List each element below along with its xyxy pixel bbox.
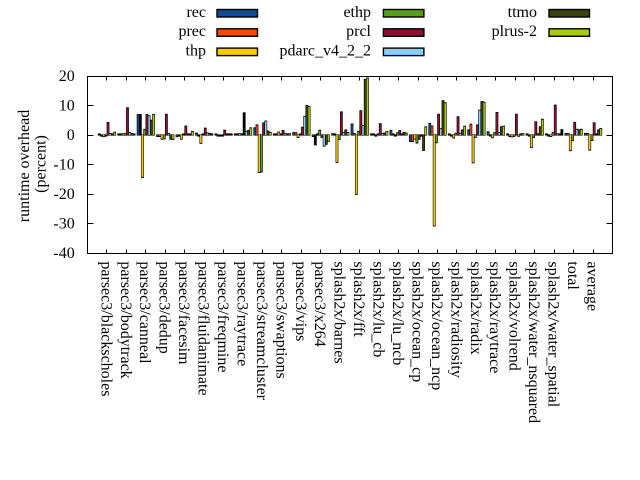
svg-text:parsec3/dedup: parsec3/dedup <box>156 261 173 353</box>
svg-text:parsec3/streamcluster: parsec3/streamcluster <box>253 261 270 400</box>
svg-text:rec: rec <box>186 4 206 21</box>
svg-text:average: average <box>583 261 600 311</box>
svg-text:splash2x/water_nsquared: splash2x/water_nsquared <box>525 261 542 423</box>
svg-text:parsec3/swaptions: parsec3/swaptions <box>272 261 289 378</box>
svg-text:splash2x/lu_cb: splash2x/lu_cb <box>370 261 387 357</box>
svg-text:ethp: ethp <box>343 4 371 21</box>
svg-text:splash2x/ocean_ncp: splash2x/ocean_ncp <box>428 261 445 390</box>
svg-text:splash2x/fft: splash2x/fft <box>350 261 367 337</box>
svg-text:0: 0 <box>67 127 75 144</box>
svg-text:splash2x/radix: splash2x/radix <box>467 261 484 354</box>
svg-text:splash2x/barnes: splash2x/barnes <box>331 261 348 363</box>
svg-text:parsec3/raytrace: parsec3/raytrace <box>233 261 250 366</box>
svg-text:splash2x/lu_ncb: splash2x/lu_ncb <box>389 261 406 365</box>
svg-text:prec: prec <box>178 23 206 40</box>
svg-text:prcl: prcl <box>346 23 371 40</box>
svg-text:-10: -10 <box>53 157 74 174</box>
svg-text:-30: -30 <box>53 216 74 233</box>
svg-text:(percent): (percent) <box>33 135 50 193</box>
svg-text:20: 20 <box>59 68 75 85</box>
svg-text:plrus-2: plrus-2 <box>492 23 537 40</box>
svg-text:splash2x/raytrace: splash2x/raytrace <box>486 261 503 373</box>
svg-text:parsec3/bodytrack: parsec3/bodytrack <box>117 261 134 378</box>
svg-text:parsec3/vips: parsec3/vips <box>292 261 309 341</box>
svg-text:splash2x/radiosity: splash2x/radiosity <box>447 261 464 377</box>
svg-text:splash2x/volrend: splash2x/volrend <box>506 261 523 370</box>
svg-text:10: 10 <box>59 98 75 115</box>
svg-text:runtime overhead: runtime overhead <box>16 110 33 222</box>
svg-text:parsec3/freqmine: parsec3/freqmine <box>214 261 231 372</box>
svg-text:-20: -20 <box>53 186 74 203</box>
svg-text:total: total <box>564 261 581 290</box>
svg-text:-40: -40 <box>53 245 74 262</box>
svg-text:parsec3/fluidanimate: parsec3/fluidanimate <box>195 261 212 395</box>
svg-text:splash2x/water_spatial: splash2x/water_spatial <box>545 261 562 407</box>
svg-text:thp: thp <box>186 43 206 60</box>
svg-text:parsec3/x264: parsec3/x264 <box>311 261 328 346</box>
svg-text:splash2x/ocean_cp: splash2x/ocean_cp <box>408 261 425 382</box>
svg-text:parsec3/canneal: parsec3/canneal <box>136 261 153 364</box>
svg-text:pdarc_v4_2_2: pdarc_v4_2_2 <box>279 43 371 60</box>
svg-text:ttmo: ttmo <box>508 4 537 21</box>
svg-text:parsec3/facesim: parsec3/facesim <box>175 261 192 365</box>
svg-text:parsec3/blackscholes: parsec3/blackscholes <box>97 261 114 396</box>
